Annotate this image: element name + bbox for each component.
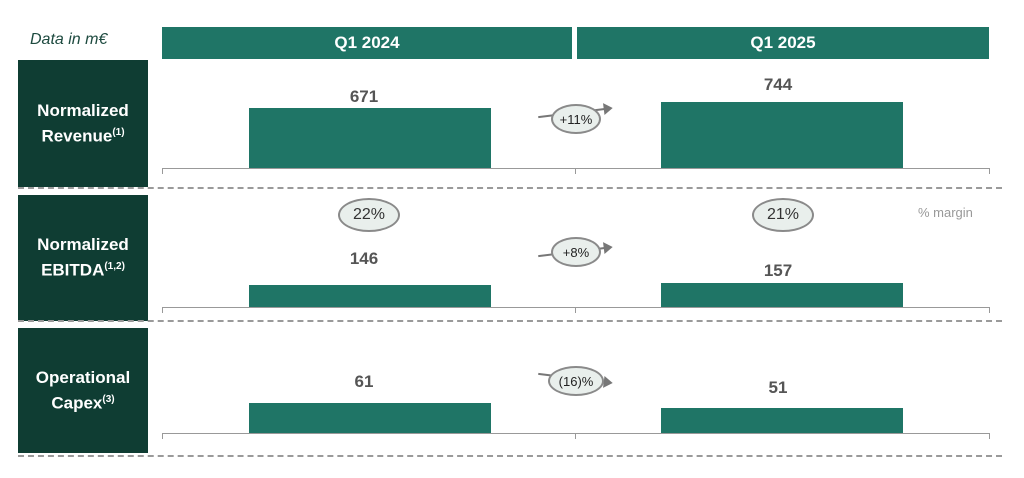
tick bbox=[989, 433, 990, 439]
tick bbox=[989, 168, 990, 174]
row-separator bbox=[18, 320, 1002, 322]
value-label-capex-q1-2024: 61 bbox=[354, 372, 374, 391]
value-label-ebitda-q1-2025: 157 bbox=[763, 261, 793, 280]
value-label-revenue-q1-2024: 671 bbox=[349, 87, 379, 106]
bar-ebitda-q1-2025 bbox=[661, 283, 903, 307]
row-label-revenue: Normalized Revenue(1) bbox=[18, 60, 148, 187]
footnote-revenue: (1) bbox=[112, 126, 125, 138]
axis-capex bbox=[162, 433, 990, 434]
tick bbox=[575, 168, 576, 174]
tick bbox=[162, 433, 163, 439]
growth-pill-ebitda: +8% bbox=[551, 237, 601, 267]
bar-ebitda-q1-2024 bbox=[249, 285, 491, 307]
row-separator bbox=[18, 187, 1002, 189]
column-header-q1-2025: Q1 2025 bbox=[577, 27, 989, 59]
tick bbox=[575, 433, 576, 439]
margin-pill-q1-2024: 22% bbox=[338, 198, 400, 232]
footnote-capex: (3) bbox=[102, 393, 115, 405]
margin-pill-q1-2025: 21% bbox=[752, 198, 814, 232]
bar-capex-q1-2025 bbox=[661, 408, 903, 433]
footnote-ebitda: (1,2) bbox=[104, 261, 125, 273]
value-label-ebitda-q1-2024: 146 bbox=[349, 249, 379, 268]
bar-capex-q1-2024 bbox=[249, 403, 491, 433]
tick bbox=[989, 307, 990, 313]
row-label-ebitda: Normalized EBITDA(1,2) bbox=[18, 195, 148, 321]
value-label-capex-q1-2025: 51 bbox=[768, 378, 788, 397]
row-label-capex: Operational Capex(3) bbox=[18, 328, 148, 453]
row-separator bbox=[18, 455, 1002, 457]
tick bbox=[162, 307, 163, 313]
growth-pill-capex: (16)% bbox=[548, 366, 604, 396]
units-label: Data in m€ bbox=[30, 31, 108, 48]
value-label-revenue-q1-2025: 744 bbox=[763, 75, 793, 94]
margin-legend-label: % margin bbox=[918, 205, 973, 220]
growth-pill-revenue: +11% bbox=[551, 104, 601, 134]
bar-revenue-q1-2025 bbox=[661, 102, 903, 168]
axis-revenue bbox=[162, 168, 990, 169]
tick bbox=[162, 168, 163, 174]
tick bbox=[575, 307, 576, 313]
column-header-q1-2024: Q1 2024 bbox=[162, 27, 572, 59]
axis-ebitda bbox=[162, 307, 990, 308]
bar-revenue-q1-2024 bbox=[249, 108, 491, 168]
